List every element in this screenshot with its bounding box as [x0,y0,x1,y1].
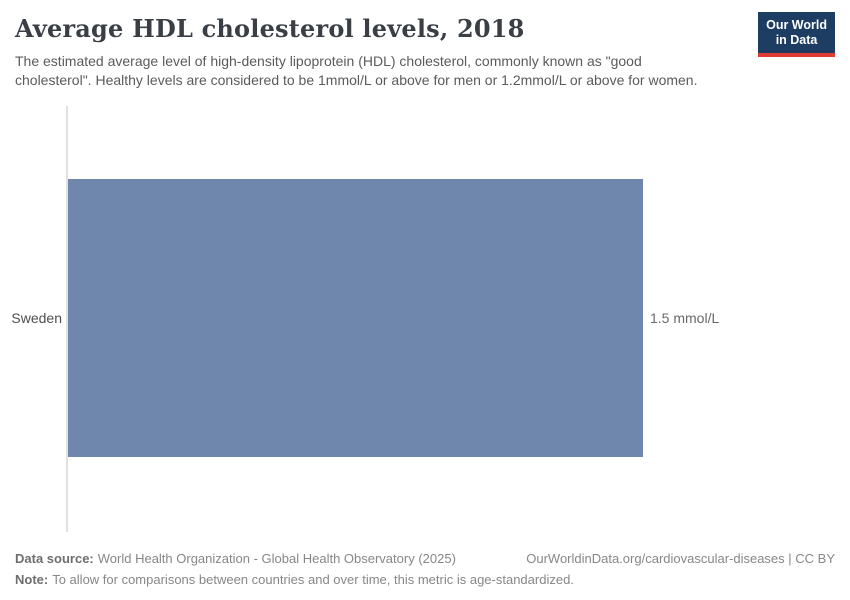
entity-label-sweden: Sweden [11,310,62,326]
data-source-value: World Health Organization - Global Healt… [97,551,456,566]
data-source-text: Data source: World Health Organization - … [15,551,456,566]
bar-chart: Sweden 1.5 mmol/L [0,106,850,532]
chart-footer: Data source: World Health Organization - … [15,551,835,587]
chart-subtitle: The estimated average level of high-dens… [15,53,698,88]
owid-logo[interactable]: Our World in Data [758,12,835,57]
y-axis-line [66,106,68,532]
note-value: To allow for comparisons between countri… [52,572,574,587]
chart-header: Average HDL cholesterol levels, 2018 The… [15,12,835,89]
bar-sweden[interactable] [68,179,643,457]
note-text: Note: To allow for comparisons between co… [15,572,835,587]
owid-logo-line1: Our World [766,18,827,32]
owid-link[interactable]: OurWorldinData.org/cardiovascular-diseas… [526,551,835,566]
page-title: Average HDL cholesterol levels, 2018 [15,14,525,43]
note-label: Note: [15,572,49,587]
data-source-label: Data source: [15,551,94,566]
owid-logo-line2: in Data [775,33,818,47]
value-label-sweden: 1.5 mmol/L [650,310,720,326]
